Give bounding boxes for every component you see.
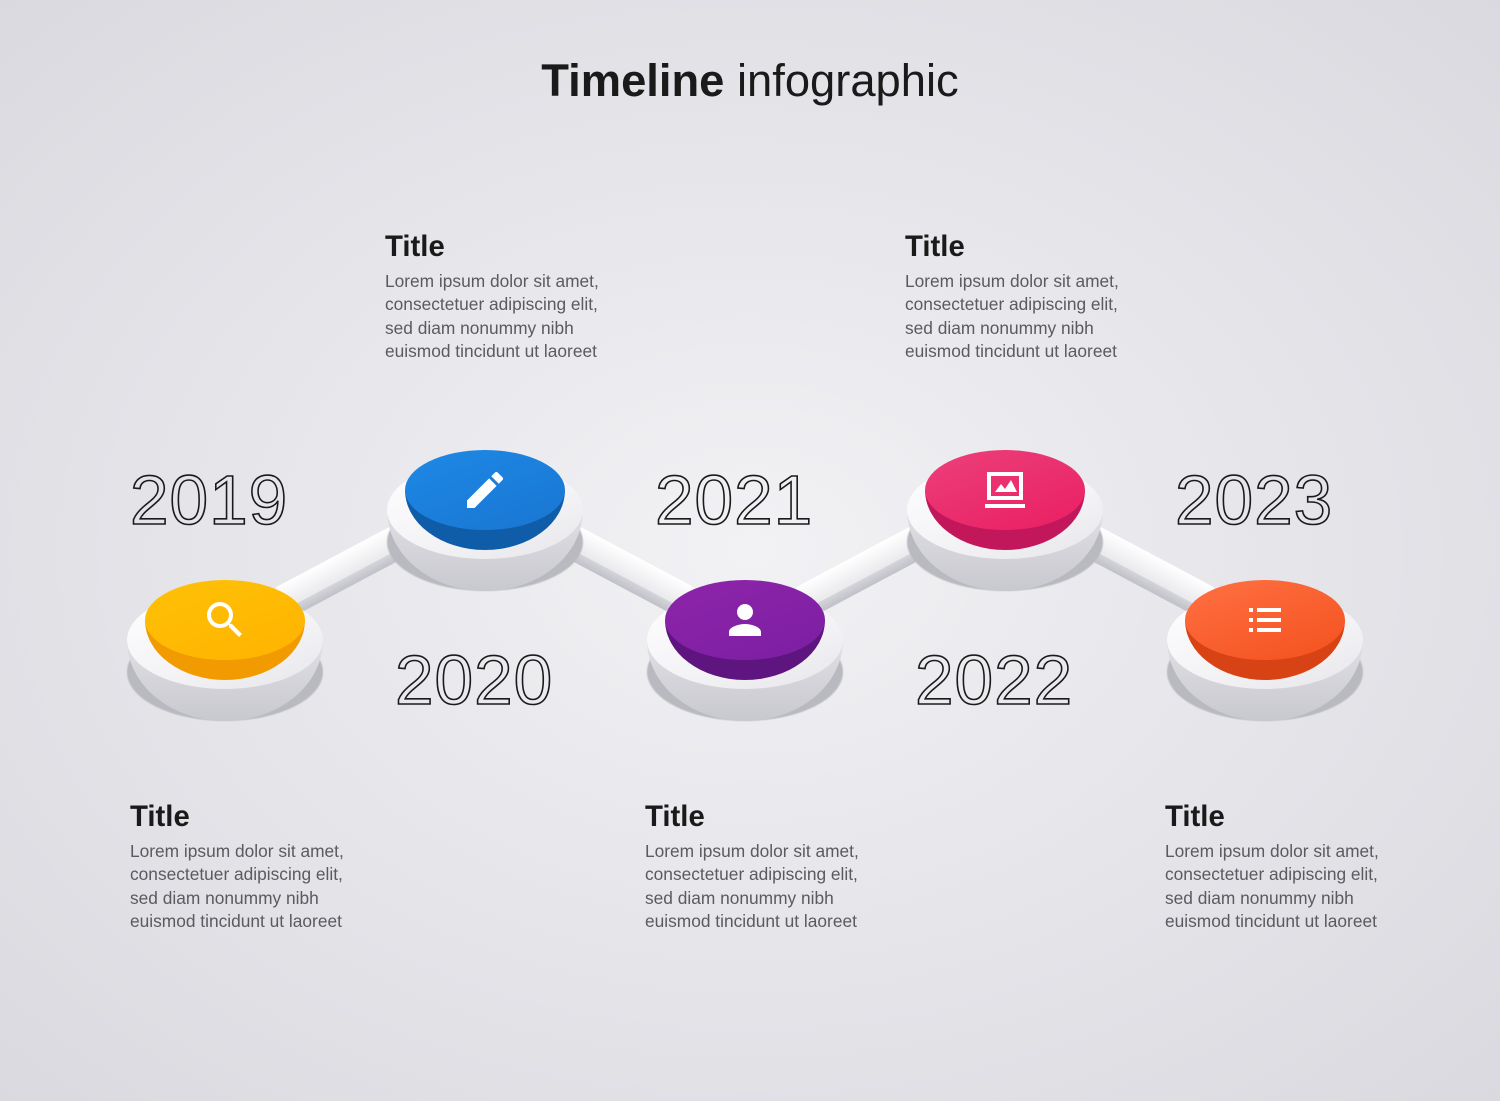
node-body: Lorem ipsum dolor sit amet, consectetuer… (645, 840, 885, 934)
text-block-2021: Title Lorem ipsum dolor sit amet, consect… (645, 800, 885, 934)
timeline-node-2019 (127, 591, 323, 721)
timeline-node-2023 (1167, 591, 1363, 721)
list-icon (1185, 580, 1345, 660)
text-block-2020: Title Lorem ipsum dolor sit amet, consect… (385, 230, 625, 364)
page-title: Timeline infographic (541, 55, 958, 107)
year-label-2023: 2023 (1175, 460, 1333, 540)
node-title: Title (385, 230, 625, 264)
node-title: Title (1165, 800, 1405, 834)
timeline-node-2022 (907, 461, 1103, 591)
search-icon (145, 580, 305, 660)
timeline-node-2020 (387, 461, 583, 591)
node-body: Lorem ipsum dolor sit amet, consectetuer… (905, 270, 1145, 364)
chart-icon (925, 450, 1085, 530)
timeline-node-2021 (647, 591, 843, 721)
title-light: infographic (737, 55, 959, 106)
year-label-2021: 2021 (655, 460, 813, 540)
node-title: Title (905, 230, 1145, 264)
person-icon (665, 580, 825, 660)
title-bold: Timeline (541, 55, 724, 106)
text-block-2019: Title Lorem ipsum dolor sit amet, consect… (130, 800, 370, 934)
node-body: Lorem ipsum dolor sit amet, consectetuer… (1165, 840, 1405, 934)
year-label-2022: 2022 (915, 640, 1073, 720)
infographic-canvas: Timeline infographic 2019 Title Lorem ipsu… (0, 0, 1500, 1101)
text-block-2023: Title Lorem ipsum dolor sit amet, consect… (1165, 800, 1405, 934)
year-label-2019: 2019 (130, 460, 288, 540)
node-body: Lorem ipsum dolor sit amet, consectetuer… (385, 270, 625, 364)
node-title: Title (645, 800, 885, 834)
year-label-2020: 2020 (395, 640, 553, 720)
text-block-2022: Title Lorem ipsum dolor sit amet, consect… (905, 230, 1145, 364)
node-title: Title (130, 800, 370, 834)
pencil-icon (405, 450, 565, 530)
node-body: Lorem ipsum dolor sit amet, consectetuer… (130, 840, 370, 934)
